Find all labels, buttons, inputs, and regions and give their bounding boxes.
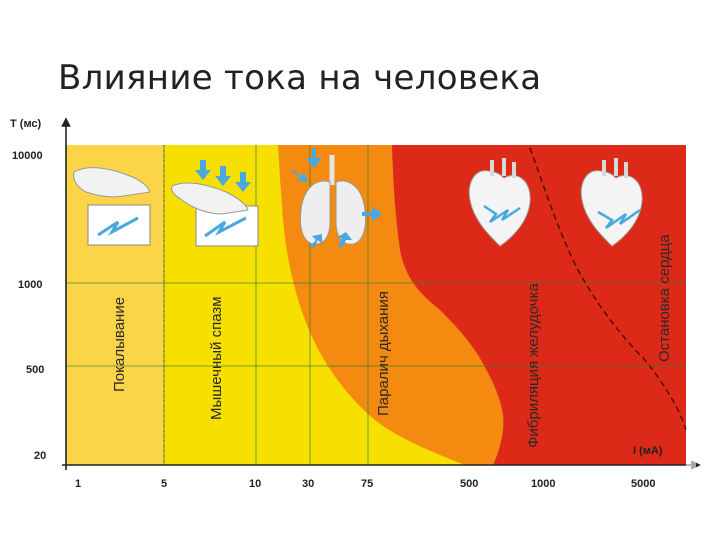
y-tick-label: 1000 (18, 279, 42, 291)
zone-label-cardiac-arrest: Остановка сердца (656, 234, 673, 362)
heart-cardiac-arrest-icon (580, 158, 643, 247)
x-tick-label: 5000 (631, 478, 655, 490)
y-tick-label: 10000 (12, 150, 43, 162)
x-tick-label: 5 (161, 478, 167, 490)
zone-label-fibrillation: Фибриляция желудочка (525, 283, 542, 448)
x-tick-label: 10 (249, 478, 261, 490)
y-tick-label: 20 (34, 450, 46, 462)
x-tick-label: 1000 (531, 478, 555, 490)
x-tick-label: 75 (361, 478, 373, 490)
hand-tingling-icon (73, 167, 151, 246)
y-axis-title: T (мс) (10, 118, 42, 130)
zone-label-tingling: Покалывание (111, 297, 128, 392)
x-axis-title: I (мА) (633, 445, 663, 457)
x-tick-label: 1 (75, 478, 81, 490)
cardiac-arrest-boundary (529, 147, 687, 431)
slide-title: Влияние тока на человека (58, 58, 542, 98)
y-tick-label: 500 (26, 364, 44, 376)
x-tick-label: 30 (302, 478, 314, 490)
zone-label-muscle-spasm: Мышечный спазм (208, 296, 225, 420)
x-tick-label: 500 (460, 478, 478, 490)
zone-label-respiratory-paralysis: Паралич дыхания (375, 291, 392, 416)
hand-spasm-icon (171, 160, 259, 247)
right-edge (686, 140, 696, 470)
heart-fibrillation-icon (468, 158, 531, 247)
lungs-icon (292, 148, 382, 248)
zone-tingling (66, 145, 164, 465)
